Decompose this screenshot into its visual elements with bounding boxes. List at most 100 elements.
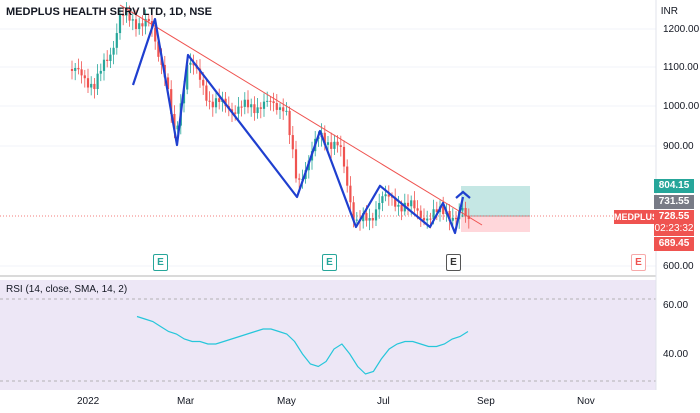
pattern-drawing[interactable] (131, 17, 465, 235)
candle-body (256, 107, 259, 114)
pattern-arrowhead (455, 190, 471, 199)
candle-body (259, 107, 262, 109)
candle-body (448, 210, 451, 221)
target-zone[interactable] (461, 186, 530, 216)
candle-body (112, 47, 115, 55)
candle-body (394, 197, 397, 207)
stop-price-badge: 689.45 (654, 237, 694, 251)
candle-body (368, 218, 371, 221)
candle-body (134, 19, 138, 30)
candle-body (294, 149, 298, 179)
candle-body (442, 206, 445, 215)
target-price-badge: 804.15 (654, 179, 694, 193)
time-tick: 2022 (77, 396, 100, 407)
price-tick: 600.00 (663, 261, 694, 272)
candle-body (451, 217, 454, 221)
earnings-event-icon[interactable]: E (153, 254, 168, 271)
candle-body (109, 54, 112, 61)
candle-body (435, 209, 438, 213)
candle-body (426, 218, 429, 221)
time-tick: Mar (177, 396, 195, 407)
candle-body (419, 210, 422, 218)
candle-body (70, 69, 74, 71)
price-tick: 1100.00 (663, 62, 699, 73)
candlestick-series (70, 2, 470, 231)
candle-body (464, 207, 467, 216)
candle-body (352, 202, 355, 221)
candle-body (410, 200, 413, 207)
candle-body (74, 67, 77, 71)
candle-body (416, 208, 419, 211)
candle-body (422, 217, 426, 221)
candle-body (141, 23, 144, 27)
candle-body (323, 132, 326, 145)
candle-body (144, 18, 147, 27)
time-tick: May (277, 396, 296, 407)
candle-body (333, 141, 336, 149)
candle-body (349, 185, 352, 203)
trendline[interactable] (119, 4, 483, 226)
candle-body (454, 217, 458, 220)
candle-body (387, 194, 390, 197)
chart-title: MEDPLUS HEALTH SERV LTD, 1D, NSE (6, 6, 212, 18)
rsi-indicator-title[interactable]: RSI (14, close, SMA, 14, 2) (6, 284, 128, 295)
candle-body (429, 218, 432, 220)
candle-body (355, 219, 358, 221)
earnings-event-icon[interactable]: E (322, 254, 337, 271)
candle-body (214, 98, 218, 108)
candle-body (176, 125, 179, 130)
candle-body (342, 146, 346, 167)
candle-body (384, 194, 387, 197)
rsi-pane-background (0, 280, 656, 390)
candle-body (154, 27, 157, 42)
candle-body (246, 99, 250, 108)
candle-body (336, 141, 339, 146)
rsi-tick: 60.00 (663, 300, 689, 311)
candle-body (461, 207, 464, 211)
candle-body (234, 112, 237, 114)
candle-body (288, 110, 291, 136)
candle-body (298, 178, 301, 180)
candle-body (378, 202, 381, 210)
candle-body (269, 100, 272, 102)
candle-body (118, 14, 122, 34)
countdown-badge: 02:23:32 (654, 222, 694, 236)
symbol-badge: MEDPLUS (614, 210, 659, 224)
candle-body (400, 204, 403, 212)
time-tick: Nov (577, 396, 595, 407)
earnings-event-icon[interactable]: E (446, 254, 461, 271)
candle-body (77, 67, 80, 70)
candle-body (365, 213, 368, 221)
time-tick: Jul (377, 396, 390, 407)
candle-body (157, 41, 160, 57)
earnings-event-icon[interactable]: E (631, 254, 646, 271)
stop-zone[interactable] (461, 216, 530, 232)
candle-body (432, 209, 435, 220)
currency-label: INR (660, 6, 678, 17)
candle-body (285, 110, 288, 112)
candle-body (253, 104, 256, 114)
candle-body (381, 196, 384, 203)
candle-body (278, 107, 282, 110)
time-tick: Sep (477, 396, 495, 407)
candle-body (362, 213, 365, 222)
candle-body (186, 64, 189, 90)
price-tick: 900.00 (663, 141, 694, 152)
candle-body (80, 69, 83, 76)
candle-body (397, 204, 400, 207)
candle-body (202, 79, 205, 86)
current-price-badge: 728.55 (654, 210, 694, 224)
last-price-badge: 731.55 (654, 195, 694, 209)
candle-body (170, 89, 173, 114)
candle-body (371, 218, 374, 221)
candle-body (147, 18, 150, 22)
rsi-line (136, 315, 469, 375)
candle-body (102, 59, 106, 71)
candle-body (131, 19, 134, 21)
candle-body (106, 59, 109, 61)
candle-body (339, 145, 342, 147)
candle-body (90, 83, 93, 88)
candle-body (173, 113, 176, 130)
candle-body (138, 23, 141, 30)
